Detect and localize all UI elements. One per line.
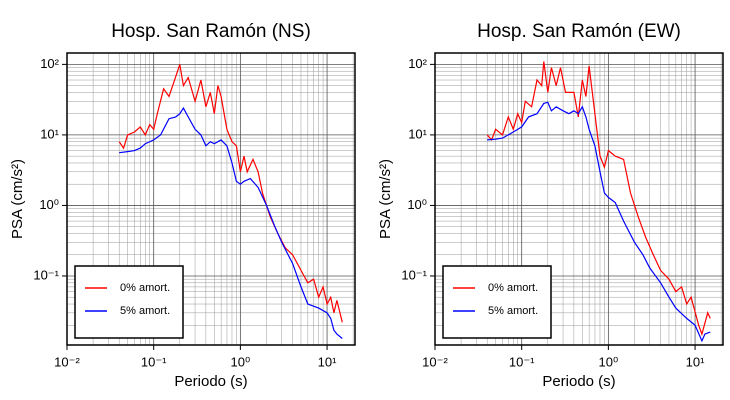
- legend-label: 5% amort.: [120, 305, 170, 317]
- legend-label: 5% amort.: [488, 305, 538, 317]
- x-tick-label: 10¹: [318, 354, 337, 369]
- x-tick-label: 10¹: [686, 354, 705, 369]
- plot-frame: [66, 52, 356, 346]
- y-axis-label: PSA (cm/s²): [9, 159, 26, 239]
- x-axis-label: Periodo (s): [174, 373, 247, 390]
- legend-box: [74, 265, 184, 339]
- y-tick-label: 10¹: [40, 126, 59, 141]
- legend-label: 0% amort.: [488, 282, 538, 294]
- legend-label: 0% amort.: [120, 282, 170, 294]
- chart-title: Hosp. San Ramón (NS): [111, 21, 311, 42]
- series-line: [486, 61, 711, 337]
- x-tick-label: 10⁻²: [422, 354, 448, 369]
- series-line: [119, 106, 343, 339]
- series-line: [118, 64, 343, 323]
- y-tick-label: 10¹: [408, 126, 427, 141]
- chart-title: Hosp. San Ramón (EW): [477, 21, 681, 42]
- plot-frame: [434, 52, 724, 346]
- legend: 0% amort. 5% amort.: [442, 265, 552, 339]
- legend: 0% amort. 5% amort.: [74, 265, 184, 339]
- y-tick-label: 10⁰: [407, 197, 427, 212]
- x-tick-label: 10⁰: [231, 354, 251, 369]
- x-tick-label: 10⁻¹: [509, 354, 535, 369]
- y-tick-label: 10²: [40, 56, 59, 71]
- legend-box: [442, 265, 552, 339]
- y-tick-label: 10²: [408, 56, 427, 71]
- y-tick-label: 10⁻¹: [33, 267, 59, 282]
- x-axis-label: Periodo (s): [542, 373, 615, 390]
- y-axis-label: PSA (cm/s²): [377, 159, 394, 239]
- x-tick-label: 10⁻¹: [141, 354, 167, 369]
- series-line: [487, 101, 711, 343]
- x-tick-label: 10⁻²: [54, 354, 80, 369]
- x-tick-label: 10⁰: [599, 354, 619, 369]
- y-tick-label: 10⁰: [39, 197, 59, 212]
- y-tick-label: 10⁻¹: [401, 267, 427, 282]
